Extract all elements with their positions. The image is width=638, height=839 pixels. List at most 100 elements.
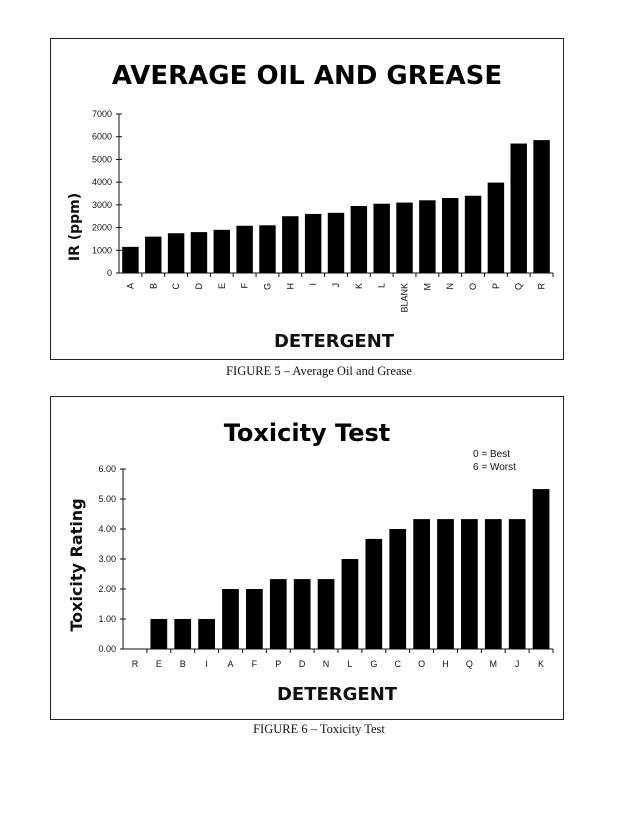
x-tick-label: E — [156, 659, 162, 669]
x-tick-label: B — [180, 659, 186, 669]
x-tick-label: R — [537, 283, 547, 290]
bar-a — [222, 589, 239, 649]
bar-k — [532, 489, 550, 649]
plot-area: 0.00 1.00 2.00 3.00 4.00 5.00 6.00 R E B I A F P D N L G C… — [98, 464, 554, 669]
x-tick-label: O — [418, 659, 425, 669]
x-tick-label: G — [370, 659, 377, 669]
y-tick-label: 5.00 — [98, 494, 116, 504]
bar-n — [441, 198, 459, 273]
bar-d — [190, 232, 208, 273]
bar-n — [317, 579, 335, 649]
x-tick-label: R — [132, 659, 139, 669]
y-tick-label: 1.00 — [98, 614, 116, 624]
oil-grease-chart: AVERAGE OIL AND GREASE IR (ppm) DETERGEN… — [67, 61, 554, 352]
x-tick-label: A — [227, 659, 233, 669]
x-tick-label: L — [347, 659, 352, 669]
y-tick-label: 2000 — [92, 223, 112, 233]
bar-r — [533, 140, 550, 273]
bar-blank — [396, 202, 413, 273]
bar-e — [213, 229, 231, 273]
bar-i — [304, 213, 322, 273]
x-tick-label: P — [275, 659, 281, 669]
bar-q — [461, 519, 478, 649]
x-tick-label: O — [468, 283, 478, 290]
x-tick-label: M — [422, 283, 432, 291]
x-tick-label: F — [252, 659, 258, 669]
bar-l — [341, 559, 359, 649]
bar-p — [269, 579, 287, 649]
x-tick-label: H — [285, 283, 295, 290]
bar-g — [365, 538, 383, 649]
bar-o — [464, 195, 482, 273]
bar-i — [198, 619, 215, 649]
bar-f — [236, 225, 253, 273]
bar-j — [508, 519, 526, 649]
y-tick-label: 3000 — [92, 200, 112, 210]
x-tick-label: K — [354, 283, 364, 289]
figure-5-caption: FIGURE 5 – Average Oil and Grease — [226, 364, 412, 378]
toxicity-chart: Toxicity Test 0 = Best 6 = Worst Toxicit… — [67, 419, 554, 705]
x-tick-label: K — [538, 659, 544, 669]
x-tick-label: C — [394, 659, 401, 669]
x-axis-label: DETERGENT — [277, 684, 398, 705]
bar-o — [413, 519, 430, 649]
bar-q — [510, 143, 527, 273]
bar-c — [389, 529, 407, 649]
y-tick-label: 4000 — [92, 177, 112, 187]
x-tick-label: G — [262, 283, 272, 290]
bar-g — [259, 225, 276, 273]
chart-title: Toxicity Test — [224, 419, 391, 447]
x-tick-label: I — [308, 283, 318, 286]
x-tick-label: B — [148, 283, 158, 289]
y-axis-label: Toxicity Rating — [67, 498, 86, 631]
legend-note-worst: 6 = Worst — [473, 462, 516, 473]
y-tick-label: 6000 — [92, 132, 112, 142]
x-tick-label: F — [240, 283, 250, 289]
x-tick-label: J — [515, 659, 520, 669]
bar-a — [122, 246, 139, 273]
x-tick-label: Q — [514, 283, 524, 290]
x-tick-label: A — [125, 283, 135, 289]
bar-m — [484, 519, 502, 649]
x-tick-label: P — [491, 283, 501, 289]
x-tick-label: C — [171, 283, 181, 290]
y-axis-label: IR (ppm) — [67, 193, 83, 261]
bar-c — [167, 233, 185, 273]
x-tick-label: L — [377, 283, 387, 288]
y-tick-label: 5000 — [92, 154, 112, 164]
x-tick-label: M — [490, 659, 498, 669]
toxicity-chart-panel: Toxicity Test 0 = Best 6 = Worst Toxicit… — [50, 396, 564, 720]
bar-d — [293, 579, 311, 649]
bar-k — [350, 205, 368, 273]
y-tick-label: 3.00 — [98, 554, 116, 564]
y-tick-label: 0 — [107, 268, 112, 278]
plot-area: 0 1000 2000 3000 4000 5000 6000 7000 A B C D E F G H I J K… — [92, 109, 554, 313]
bar-m — [419, 200, 436, 273]
y-tick-label: 0.00 — [98, 644, 116, 654]
bar-b — [145, 236, 162, 273]
x-tick-label: H — [442, 659, 449, 669]
legend-note-best: 0 = Best — [473, 449, 510, 460]
bar-e — [150, 619, 168, 649]
y-tick-label: 2.00 — [98, 584, 116, 594]
x-tick-label: N — [323, 659, 330, 669]
bar-l — [373, 203, 390, 273]
x-tick-label: D — [299, 659, 306, 669]
x-tick-label: N — [445, 283, 455, 290]
oil-grease-chart-panel: AVERAGE OIL AND GREASE IR (ppm) DETERGEN… — [50, 38, 564, 360]
y-tick-label: 7000 — [92, 109, 112, 119]
y-tick-label: 4.00 — [98, 524, 116, 534]
x-tick-label: E — [217, 283, 227, 289]
chart-title: AVERAGE OIL AND GREASE — [112, 61, 502, 91]
x-axis-label: DETERGENT — [274, 331, 395, 352]
bar-h — [282, 216, 299, 273]
bar-f — [246, 589, 263, 649]
y-tick-label: 1000 — [92, 245, 112, 255]
x-tick-label: BLANK — [400, 283, 410, 313]
x-tick-label: D — [194, 283, 204, 290]
figure-6-caption: FIGURE 6 – Toxicity Test — [253, 722, 385, 736]
x-tick-label: I — [205, 659, 208, 669]
bar-h — [437, 519, 454, 649]
bar-j — [327, 212, 345, 273]
y-tick-label: 6.00 — [98, 464, 116, 474]
